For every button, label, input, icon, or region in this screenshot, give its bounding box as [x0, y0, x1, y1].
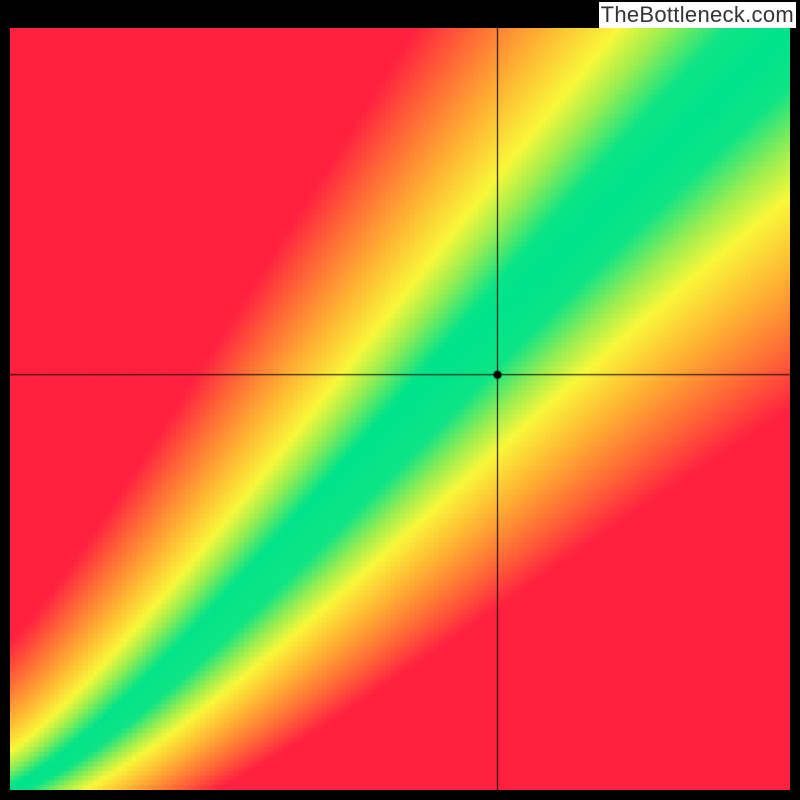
watermark-text: TheBottleneck.com: [599, 2, 796, 28]
bottleneck-heatmap: [10, 28, 790, 790]
chart-container: TheBottleneck.com: [0, 0, 800, 800]
